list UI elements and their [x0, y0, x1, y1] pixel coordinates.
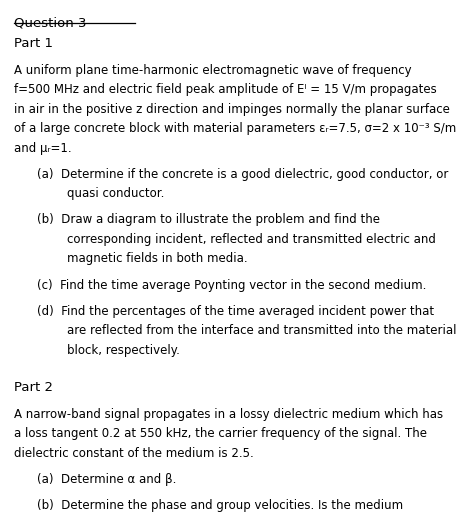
Text: f=500 MHz and electric field peak amplitude of Eᴵ = 15 V/m propagates: f=500 MHz and electric field peak amplit…	[14, 83, 437, 96]
Text: magnetic fields in both media.: magnetic fields in both media.	[67, 252, 247, 265]
Text: are reflected from the interface and transmitted into the material: are reflected from the interface and tra…	[67, 324, 456, 337]
Text: of a large concrete block with material parameters εᵣ=7.5, σ=2 x 10⁻³ S/m: of a large concrete block with material …	[14, 122, 456, 135]
Text: corresponding incident, reflected and transmitted electric and: corresponding incident, reflected and tr…	[67, 233, 436, 246]
Text: block, respectively.: block, respectively.	[67, 344, 179, 357]
Text: Part 1: Part 1	[14, 37, 53, 50]
Text: (d)  Find the percentages of the time averaged incident power that: (d) Find the percentages of the time ave…	[37, 305, 434, 318]
Text: Part 2: Part 2	[14, 381, 53, 394]
Text: Question 3: Question 3	[14, 16, 86, 29]
Text: A narrow-band signal propagates in a lossy dielectric medium which has: A narrow-band signal propagates in a los…	[14, 408, 443, 421]
Text: (a)  Determine if the concrete is a good dielectric, good conductor, or: (a) Determine if the concrete is a good …	[37, 168, 448, 181]
Text: quasi conductor.: quasi conductor.	[67, 187, 164, 200]
Text: dielectric constant of the medium is 2.5.: dielectric constant of the medium is 2.5…	[14, 447, 253, 460]
Text: (b)  Draw a diagram to illustrate the problem and find the: (b) Draw a diagram to illustrate the pro…	[37, 213, 380, 226]
Text: in air in the positive z direction and impinges normally the planar surface: in air in the positive z direction and i…	[14, 103, 450, 115]
Text: A uniform plane time-harmonic electromagnetic wave of frequency: A uniform plane time-harmonic electromag…	[14, 64, 411, 76]
Text: and μᵣ=1.: and μᵣ=1.	[14, 142, 72, 154]
Text: a loss tangent 0.2 at 550 kHz, the carrier frequency of the signal. The: a loss tangent 0.2 at 550 kHz, the carri…	[14, 427, 427, 440]
Text: (b)  Determine the phase and group velocities. Is the medium: (b) Determine the phase and group veloci…	[37, 499, 403, 512]
Text: (a)  Determine α and β.: (a) Determine α and β.	[37, 473, 176, 486]
Text: (c)  Find the time average Poynting vector in the second medium.: (c) Find the time average Poynting vecto…	[37, 279, 426, 291]
